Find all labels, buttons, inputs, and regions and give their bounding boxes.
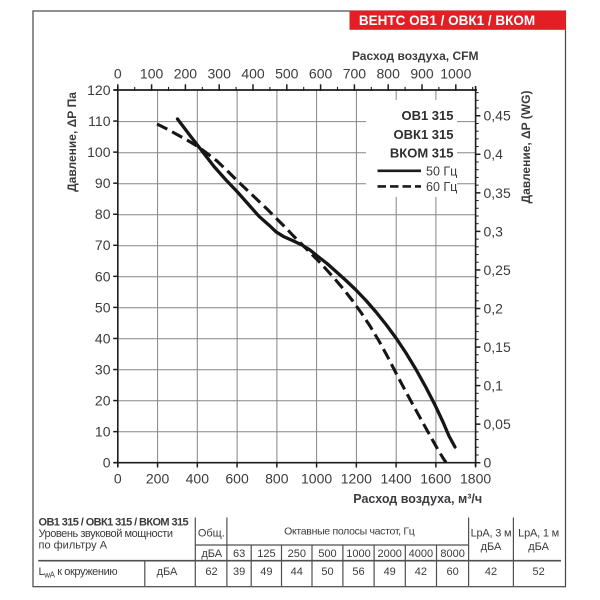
svg-text:Октавные полосы частот, Гц: Октавные полосы частот, Гц [284, 526, 415, 538]
svg-text:дБА: дБА [157, 566, 178, 578]
svg-text:0,3: 0,3 [484, 223, 504, 239]
svg-text:Давление, ΔP (WG): Давление, ΔP (WG) [519, 91, 533, 204]
svg-text:800: 800 [265, 471, 289, 487]
svg-text:ОВ1 315: ОВ1 315 [401, 108, 453, 123]
svg-text:0: 0 [114, 471, 122, 487]
svg-text:100: 100 [140, 66, 164, 82]
svg-text:20: 20 [95, 392, 111, 408]
svg-text:50: 50 [95, 299, 111, 315]
svg-text:0,15: 0,15 [484, 339, 511, 355]
svg-text:600: 600 [309, 66, 333, 82]
svg-text:Уровень звуковой мощности: Уровень звуковой мощности [39, 528, 173, 540]
svg-text:63: 63 [233, 548, 245, 560]
svg-text:62: 62 [205, 566, 217, 578]
svg-text:60: 60 [95, 268, 111, 284]
svg-text:8000: 8000 [440, 548, 464, 560]
svg-text:дБА: дБА [528, 541, 549, 553]
svg-text:200: 200 [174, 66, 198, 82]
svg-text:400: 400 [241, 66, 265, 82]
svg-text:0,05: 0,05 [484, 416, 511, 432]
svg-text:0: 0 [484, 455, 492, 471]
svg-text:Давление, ΔР Па: Давление, ΔР Па [65, 92, 79, 192]
svg-text:0,1: 0,1 [484, 378, 504, 394]
svg-text:120: 120 [87, 82, 111, 98]
svg-text:1000: 1000 [440, 66, 471, 82]
svg-text:0: 0 [103, 455, 111, 471]
svg-text:Расход воздуха, м³/ч: Расход воздуха, м³/ч [353, 492, 482, 506]
svg-text:Общ.: Общ. [198, 528, 225, 540]
svg-text:LpA, 1 м: LpA, 1 м [518, 528, 559, 540]
svg-text:30: 30 [95, 361, 111, 377]
svg-text:1000: 1000 [301, 471, 332, 487]
svg-text:1200: 1200 [341, 471, 372, 487]
svg-text:2000: 2000 [377, 548, 401, 560]
svg-text:50: 50 [321, 566, 333, 578]
svg-text:60 Гц: 60 Гц [426, 180, 457, 194]
svg-text:44: 44 [291, 566, 303, 578]
svg-text:70: 70 [95, 237, 111, 253]
svg-text:дБА: дБА [481, 541, 502, 553]
svg-text:300: 300 [208, 66, 232, 82]
svg-text:42: 42 [415, 566, 427, 578]
svg-text:LwA к окружению: LwA к окружению [39, 566, 118, 580]
svg-text:50 Гц: 50 Гц [426, 164, 457, 178]
svg-text:800: 800 [377, 66, 401, 82]
svg-text:Расход воздуха, CFM: Расход воздуха, CFM [352, 49, 478, 63]
svg-text:дБА: дБА [201, 548, 222, 560]
svg-text:ОВК1 315: ОВК1 315 [394, 127, 454, 142]
svg-text:200: 200 [146, 471, 170, 487]
svg-text:110: 110 [88, 113, 111, 129]
svg-text:ОВ1 315 / ОВК1 315 / ВКОМ 315: ОВ1 315 / ОВК1 315 / ВКОМ 315 [39, 516, 189, 528]
svg-text:600: 600 [225, 471, 249, 487]
svg-text:по фильтру А: по фильтру А [39, 539, 108, 551]
svg-text:40: 40 [95, 330, 111, 346]
svg-text:100: 100 [87, 144, 111, 160]
svg-text:ВКОМ 315: ВКОМ 315 [390, 145, 454, 160]
svg-text:250: 250 [288, 548, 306, 560]
svg-text:700: 700 [343, 66, 367, 82]
svg-text:1400: 1400 [381, 471, 412, 487]
svg-text:42: 42 [485, 566, 497, 578]
svg-text:0: 0 [114, 66, 122, 82]
svg-text:0,45: 0,45 [484, 108, 511, 124]
svg-text:52: 52 [532, 566, 544, 578]
svg-text:500: 500 [275, 66, 299, 82]
svg-text:900: 900 [410, 66, 434, 82]
svg-text:90: 90 [95, 175, 111, 191]
svg-text:60: 60 [446, 566, 458, 578]
svg-text:1800: 1800 [460, 471, 491, 487]
svg-text:125: 125 [257, 548, 275, 560]
svg-text:80: 80 [95, 206, 111, 222]
svg-text:ВЕНТС ОВ1 / ОВК1 / ВКОМ: ВЕНТС ОВ1 / ОВК1 / ВКОМ [359, 13, 535, 28]
svg-text:0,4: 0,4 [484, 146, 504, 162]
svg-text:1600: 1600 [420, 471, 451, 487]
svg-text:400: 400 [186, 471, 210, 487]
svg-text:1000: 1000 [346, 548, 370, 560]
svg-text:4000: 4000 [409, 548, 433, 560]
svg-text:0,2: 0,2 [484, 300, 504, 316]
svg-text:0,25: 0,25 [484, 262, 511, 278]
svg-text:500: 500 [318, 548, 336, 560]
svg-text:49: 49 [260, 566, 272, 578]
svg-text:39: 39 [233, 566, 245, 578]
svg-text:LpA, 3 м: LpA, 3 м [471, 528, 512, 540]
svg-text:10: 10 [95, 424, 111, 440]
svg-text:0,35: 0,35 [484, 185, 511, 201]
svg-text:56: 56 [352, 566, 364, 578]
svg-text:49: 49 [384, 566, 396, 578]
